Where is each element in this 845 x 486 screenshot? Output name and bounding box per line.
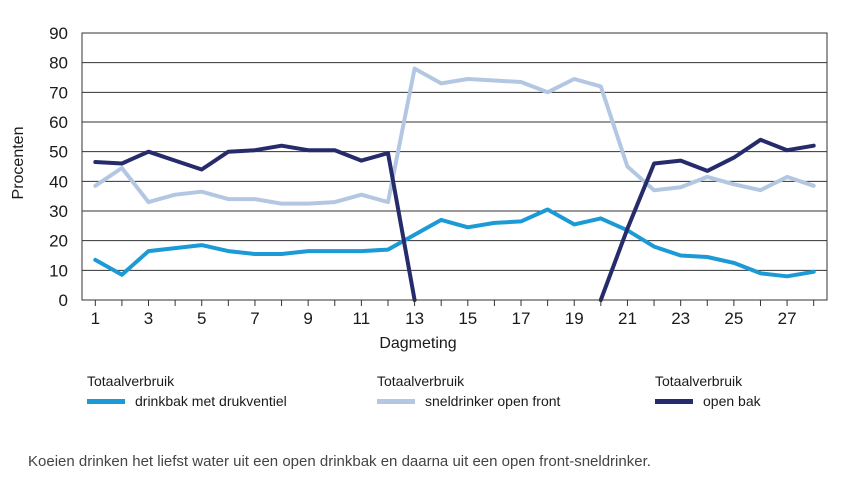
- x-tick-label: 25: [724, 309, 743, 328]
- y-tick-label: 30: [49, 202, 68, 221]
- legend-item-open-bak: Totaalverbruik open bak: [655, 373, 761, 409]
- figure-caption: Koeien drinken het liefst water uit een …: [28, 453, 651, 470]
- y-tick-label: 80: [49, 54, 68, 73]
- x-tick-label: 17: [512, 309, 531, 328]
- x-tick-label: 27: [778, 309, 797, 328]
- legend-swatch-drinkbak: [87, 398, 125, 404]
- plot-frame: [81, 32, 828, 301]
- y-tick-label: 20: [49, 232, 68, 251]
- y-tick-label: 0: [59, 291, 68, 310]
- legend-header: Totaalverbruik: [655, 373, 743, 389]
- x-tick-label: 3: [144, 309, 153, 328]
- line-chart: 1 3 5 7 9 11 13 15 17 19 21 23 25 27 0102030405060708…: [10, 24, 828, 352]
- legend-label-open-bak: open bak: [703, 393, 761, 409]
- y-tick-label: 60: [49, 113, 68, 132]
- y-tick-label: 40: [49, 172, 68, 191]
- legend-item-sneldrinker: Totaalverbruik sneldrinker open front: [377, 373, 560, 409]
- x-axis-ticks: 1 3 5 7 9 11 13 15 17 19 21 23 25 27: [91, 300, 815, 328]
- x-tick-label: 1: [91, 309, 100, 328]
- x-tick-label: 9: [303, 309, 312, 328]
- x-tick-label: 21: [618, 309, 637, 328]
- legend-header: Totaalverbruik: [377, 373, 465, 389]
- y-tick-label: 90: [49, 24, 68, 43]
- x-tick-label: 11: [353, 309, 371, 328]
- series-line-2: [93, 143, 417, 302]
- series-line-2: [598, 137, 816, 302]
- y-tick-label: 50: [49, 143, 68, 162]
- legend-swatch-open-bak: [655, 398, 693, 404]
- x-tick-label: 5: [197, 309, 206, 328]
- y-axis-label: Procenten: [10, 127, 27, 200]
- series-lines: [93, 66, 816, 302]
- legend-swatch-sneldrinker: [377, 398, 415, 404]
- x-tick-label: 15: [458, 309, 477, 328]
- legend-item-drinkbak: Totaalverbruik drinkbak met drukventiel: [87, 373, 287, 409]
- series-line-1: [93, 66, 816, 206]
- x-tick-label: 19: [565, 309, 584, 328]
- legend-label-drinkbak: drinkbak met drukventiel: [135, 393, 287, 409]
- series-line-0: [93, 207, 816, 279]
- legend-header: Totaalverbruik: [87, 373, 175, 389]
- y-tick-label: 10: [49, 261, 68, 280]
- x-axis-label: Dagmeting: [379, 335, 456, 352]
- x-tick-label: 13: [405, 309, 424, 328]
- y-tick-label: 70: [49, 83, 68, 102]
- x-tick-label: 7: [250, 309, 259, 328]
- legend-label-sneldrinker: sneldrinker open front: [425, 393, 561, 409]
- y-axis-ticks: 0 10 20 30 40 50 60 70 80 90: [49, 24, 68, 310]
- x-tick-label: 23: [671, 309, 690, 328]
